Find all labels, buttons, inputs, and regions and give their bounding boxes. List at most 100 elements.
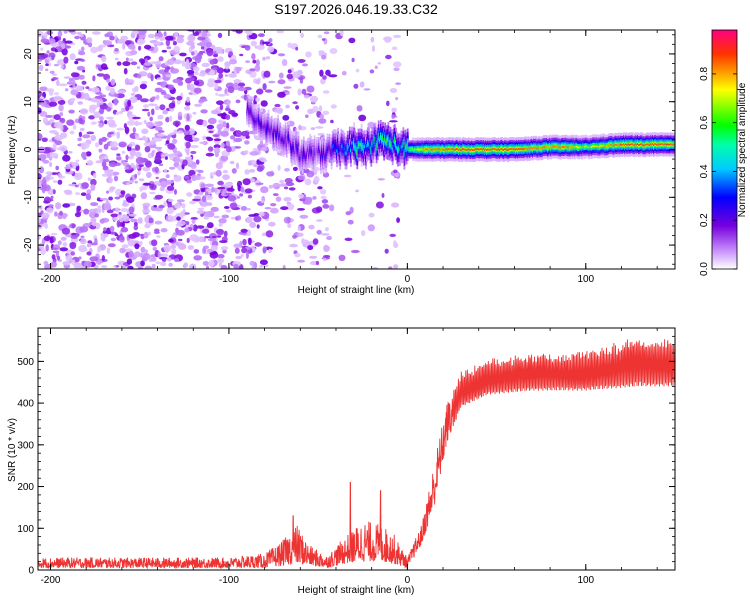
heatmap-ridge-cell <box>555 145 558 148</box>
heatmap-speckle <box>255 135 260 140</box>
heatmap-speckle <box>268 248 272 254</box>
heatmap-speckle <box>255 79 261 85</box>
heatmap-ridge-cell <box>343 147 346 151</box>
heatmap-speckle <box>98 122 103 128</box>
heatmap-ridge-cell <box>360 143 363 147</box>
heatmap-speckle <box>264 207 272 210</box>
snr-y-tick-label: 300 <box>17 440 34 451</box>
heatmap-speckle <box>200 183 206 189</box>
heatmap-speckle <box>262 41 271 45</box>
heatmap-speckle <box>236 196 241 199</box>
heatmap-speckle <box>192 235 200 243</box>
heatmap-ridge-cell <box>299 156 302 160</box>
heatmap-speckle <box>200 45 205 50</box>
heatmap-ridge-cell <box>594 145 596 148</box>
heatmap-speckle <box>138 58 145 63</box>
heatmap-speckle <box>60 64 64 69</box>
heatmap-speckle <box>229 59 238 65</box>
heatmap-speckle <box>167 198 174 202</box>
heatmap-speckle <box>114 48 119 52</box>
heatmap-speckle <box>175 241 180 246</box>
heatmap-speckle <box>51 55 55 60</box>
heatmap-ridge-cell <box>397 148 399 152</box>
heatmap-ridge-cell <box>476 148 479 150</box>
heatmap-speckle <box>133 251 141 258</box>
heatmap-speckle <box>38 172 42 180</box>
heatmap-speckle <box>174 31 179 38</box>
heatmap-ridge-cell <box>248 109 251 113</box>
heatmap-speckle <box>78 256 82 260</box>
heatmap-ridge-cell <box>659 143 662 146</box>
heatmap-speckle <box>54 140 63 146</box>
heatmap-speckle <box>261 146 268 152</box>
heatmap-speckle <box>113 94 119 98</box>
heatmap-speckle <box>90 178 97 186</box>
heatmap-speckle <box>70 251 76 256</box>
heatmap-ridge-cell <box>257 118 260 122</box>
heatmap-speckle <box>69 130 75 135</box>
heatmap-speckle <box>158 56 164 62</box>
heatmap-speckle <box>173 174 178 178</box>
heatmap-speckle <box>181 60 186 67</box>
heatmap-speckle <box>249 151 259 156</box>
heatmap-speckle <box>55 202 62 210</box>
spectrogram-y-tick-label: -20 <box>23 237 34 252</box>
heatmap-ridge-cell <box>632 144 635 147</box>
heatmap-speckle <box>288 187 296 191</box>
heatmap-ridge-cell <box>481 148 484 151</box>
heatmap-ridge-cell <box>572 145 575 148</box>
heatmap-ridge-cell <box>479 148 482 150</box>
heatmap-speckle <box>248 70 252 74</box>
heatmap-speckle <box>57 30 63 38</box>
heatmap-speckle <box>256 166 264 172</box>
heatmap-speckle <box>38 178 43 186</box>
heatmap-ridge-cell <box>400 145 403 149</box>
heatmap-ridge-cell <box>633 144 636 147</box>
snr-y-tick-label: 500 <box>17 357 34 368</box>
heatmap-speckle <box>177 153 183 158</box>
heatmap-speckle <box>105 86 111 91</box>
heatmap-speckle <box>41 212 50 219</box>
heatmap-speckle <box>359 81 365 88</box>
heatmap-speckle <box>90 184 96 192</box>
heatmap-speckle <box>318 50 325 54</box>
heatmap-speckle <box>153 41 162 45</box>
heatmap-speckle <box>110 78 116 86</box>
heatmap-speckle <box>204 136 212 140</box>
heatmap-speckle <box>137 170 141 176</box>
colorbar-tick-label: 0.8 <box>699 67 710 81</box>
heatmap-speckle <box>102 230 108 234</box>
heatmap-ridge-cell <box>649 143 652 146</box>
heatmap-ridge-cell <box>412 148 414 151</box>
heatmap-speckle <box>116 127 125 131</box>
heatmap-speckle <box>371 45 376 52</box>
heatmap-speckle <box>276 107 284 114</box>
heatmap-ridge-cell <box>374 137 377 141</box>
heatmap-speckle <box>186 237 190 244</box>
heatmap-ridge-cell <box>253 119 256 123</box>
heatmap-ridge-cell <box>590 146 593 148</box>
heatmap-ridge-cell <box>577 146 579 149</box>
heatmap-speckle <box>154 220 163 225</box>
heatmap-ridge-cell <box>437 148 440 150</box>
heatmap-speckle <box>249 68 257 72</box>
heatmap-speckle <box>179 52 187 57</box>
heatmap-speckle <box>272 193 279 197</box>
heatmap-speckle <box>396 217 400 223</box>
heatmap-speckle <box>121 150 126 154</box>
heatmap-speckle <box>116 156 122 161</box>
heatmap-speckle <box>103 227 107 232</box>
heatmap-speckle <box>252 148 259 152</box>
heatmap-speckle <box>207 117 217 125</box>
heatmap-ridge-cell <box>430 148 433 151</box>
heatmap-speckle <box>207 146 214 152</box>
snr-y-tick-label: 0 <box>28 566 34 577</box>
heatmap-speckle <box>201 195 207 203</box>
heatmap-speckle <box>181 203 186 209</box>
heatmap-ridge-cell <box>254 119 257 124</box>
heatmap-ridge-cell <box>528 148 531 151</box>
spectrogram-x-tick-label: -100 <box>219 274 239 285</box>
heatmap-ridge-cell <box>558 146 561 149</box>
heatmap-speckle <box>263 70 271 78</box>
heatmap-speckle <box>208 260 215 267</box>
